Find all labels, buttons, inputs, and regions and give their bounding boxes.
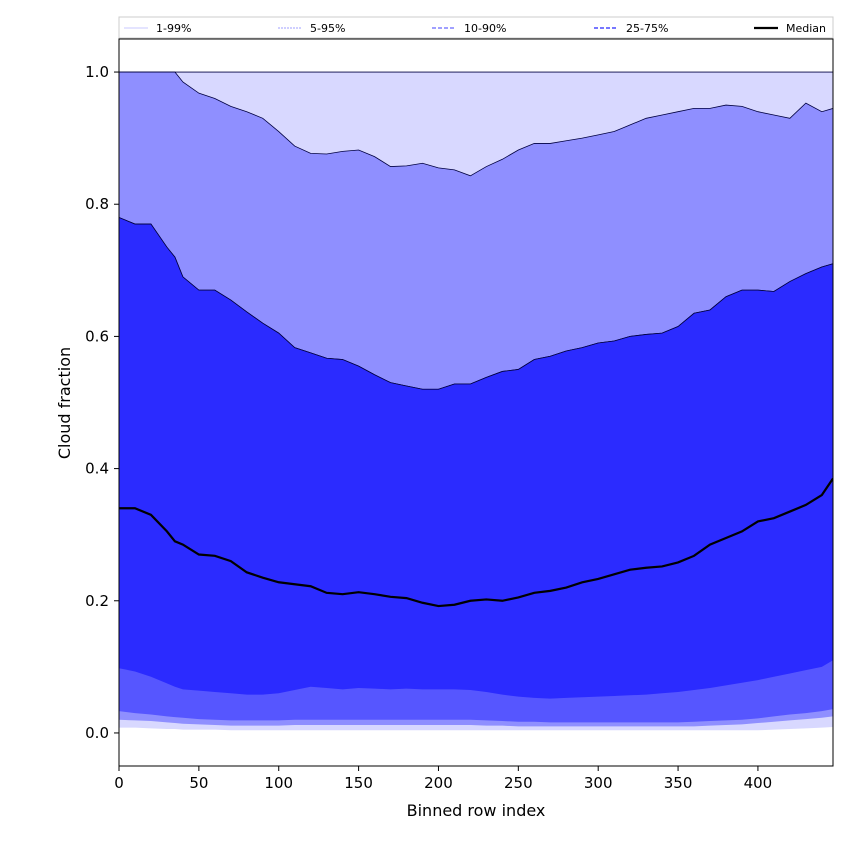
x-tick-label: 0 xyxy=(114,774,124,792)
legend-label: 10-90% xyxy=(464,22,506,35)
legend-label: 5-95% xyxy=(310,22,345,35)
band-upper-edge-5-95pct xyxy=(119,71,833,177)
plot-frame xyxy=(118,38,834,767)
legend-label: Median xyxy=(786,22,826,35)
y-tick-label: 0.4 xyxy=(85,460,109,478)
x-tick-label: 400 xyxy=(744,774,773,792)
y-tick-label: 0.0 xyxy=(85,724,109,742)
y-tick-label: 0.8 xyxy=(85,195,109,213)
band-upper-edge-25-75pct xyxy=(119,217,833,390)
legend-label: 25-75% xyxy=(626,22,668,35)
band-25-75pct xyxy=(119,217,833,699)
x-tick-label: 250 xyxy=(504,774,533,792)
axes-layer: 0 50 100 150 200 250 300 350 400 0.0 0.2 0.4 0.6 0.8 1… xyxy=(85,38,834,792)
y-tick-label: 0.6 xyxy=(85,327,109,345)
x-tick-label: 200 xyxy=(424,774,453,792)
legend-box xyxy=(118,16,834,39)
bands-layer xyxy=(119,71,833,731)
x-tick-label: 100 xyxy=(264,774,293,792)
median-layer xyxy=(119,477,833,608)
x-axis-label: Binned row index xyxy=(407,801,546,820)
x-tick-label: 150 xyxy=(344,774,373,792)
median-line xyxy=(119,477,833,608)
y-tick-label: 0.2 xyxy=(85,592,109,610)
legend-label: 1-99% xyxy=(156,22,191,35)
y-tick-label: 1.0 xyxy=(85,63,109,81)
x-tick-label: 50 xyxy=(189,774,208,792)
legend: 1-99% 5-95% 10-90% 25-75% Median xyxy=(118,16,834,39)
y-axis-label: Cloud fraction xyxy=(55,347,74,459)
x-tick-label: 300 xyxy=(584,774,613,792)
x-tick-label: 350 xyxy=(664,774,693,792)
